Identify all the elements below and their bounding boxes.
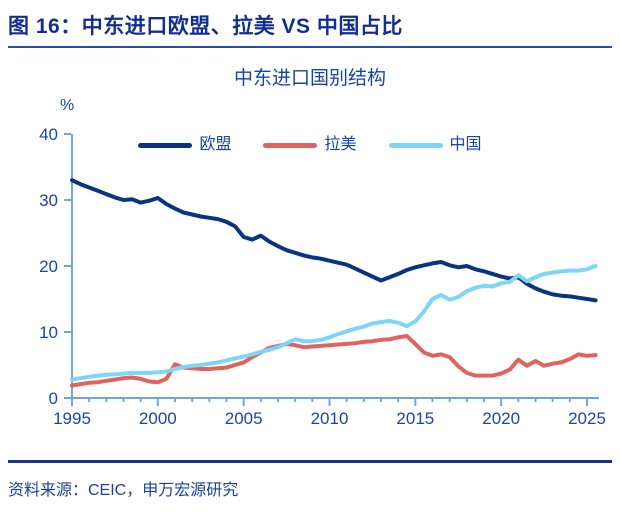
source-text: 资料来源：CEIC，申万宏源研究: [8, 482, 239, 499]
series-line-eu: [70, 178, 598, 303]
x-tick-label: 1995: [53, 409, 91, 428]
eu-line-swatch: [138, 142, 193, 148]
chart-title: 中东进口国别结构: [233, 68, 386, 89]
latam-line-swatch: [263, 142, 318, 148]
legend-label-china: 中国: [449, 136, 482, 153]
x-tick-label: 2005: [225, 409, 263, 428]
series-line-china: [70, 264, 598, 382]
x-tick-label: 2025: [568, 409, 606, 428]
china-line-swatch: [388, 142, 443, 148]
legend-entry-latam: 拉美: [263, 136, 357, 153]
x-tick-label: 2015: [396, 409, 434, 428]
y-tick-label: 0: [49, 389, 58, 408]
y-tick-label: 20: [39, 257, 58, 276]
legend-label-latam: 拉美: [324, 136, 357, 153]
y-tick-label: 40: [39, 125, 58, 144]
legend-entry-eu: 欧盟: [138, 137, 231, 153]
x-tick-label: 2000: [139, 409, 177, 428]
y-tick-label: 30: [39, 191, 58, 210]
legend-label-eu: 欧盟: [199, 136, 232, 153]
y-tick-label: 10: [39, 323, 58, 342]
x-tick-label: 2010: [311, 409, 349, 428]
title-underline: [8, 46, 612, 48]
figure-title: 图 16：中东进口欧盟、拉美 VS 中国占比: [8, 15, 403, 38]
series-line-latam: [70, 334, 598, 388]
legend-entry-china: 中国: [388, 136, 482, 153]
footer-rule: [8, 460, 612, 463]
chart-legend: 欧盟 拉美 中国: [0, 137, 620, 153]
y-axis-unit-label: %: [60, 97, 75, 114]
x-tick-label: 2020: [482, 409, 520, 428]
